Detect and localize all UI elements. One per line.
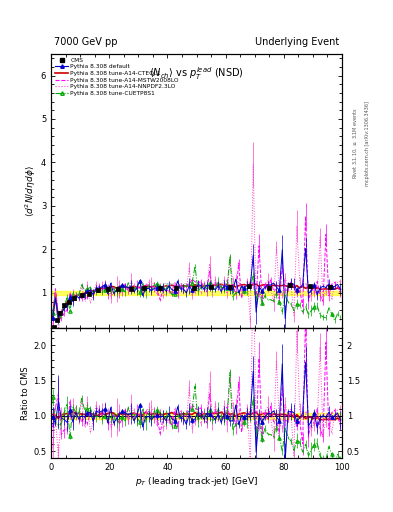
- Bar: [51, 413, 342, 419]
- Legend: CMS, Pythia 8.308 default, Pythia 8.308 tune-A14-CTEQL1, Pythia 8.308 tune-A14-M: CMS, Pythia 8.308 default, Pythia 8.308 …: [54, 57, 180, 97]
- Y-axis label: $\langle d^2 N/d\eta d\phi\rangle$: $\langle d^2 N/d\eta d\phi\rangle$: [24, 165, 38, 217]
- Text: $\langle N_{ch}\rangle$ vs $p_T^{lead}$ (NSD): $\langle N_{ch}\rangle$ vs $p_T^{lead}$ …: [149, 65, 244, 81]
- Text: CMS_2011_S9120041: CMS_2011_S9120041: [162, 283, 231, 288]
- Text: Rivet 3.1.10, $\geq$ 3.1M events: Rivet 3.1.10, $\geq$ 3.1M events: [352, 108, 359, 179]
- Bar: [51, 291, 342, 295]
- Text: Underlying Event: Underlying Event: [255, 37, 339, 47]
- Y-axis label: Ratio to CMS: Ratio to CMS: [21, 366, 30, 420]
- X-axis label: $p_T$ (leading track-jet) [GeV]: $p_T$ (leading track-jet) [GeV]: [135, 475, 258, 488]
- Text: mcplots.cern.ch [arXiv:1306.3436]: mcplots.cern.ch [arXiv:1306.3436]: [365, 101, 371, 186]
- Text: 7000 GeV pp: 7000 GeV pp: [54, 37, 118, 47]
